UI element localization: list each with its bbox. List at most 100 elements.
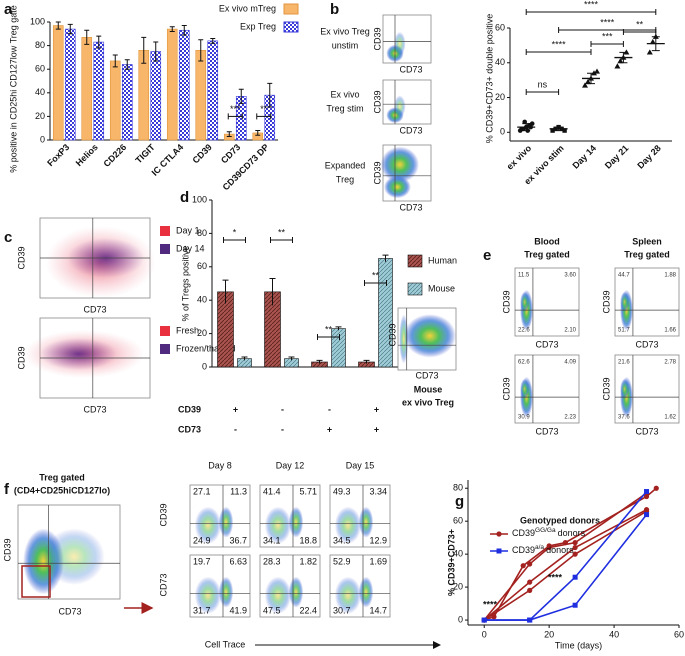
legend-swatch <box>160 326 170 336</box>
flow-density <box>194 506 222 544</box>
quadrant-value: 19.7 <box>193 556 211 566</box>
x-tick-label: Day 28 <box>635 143 663 171</box>
flow-x-label: CD73 <box>535 426 558 436</box>
data-point <box>546 544 552 551</box>
legend-swatch <box>160 244 170 254</box>
quadrant-value: 3.60 <box>564 273 576 279</box>
quadrant-value: 24.9 <box>193 535 211 545</box>
data-point <box>572 602 578 608</box>
quadrant-value: 5.71 <box>299 486 317 496</box>
data-point <box>520 563 526 569</box>
flow-y-label: CD39 <box>372 90 382 113</box>
error-bar <box>587 72 595 85</box>
error-bar <box>55 21 61 30</box>
legend-label: Ex vivo mTreg <box>219 3 276 13</box>
column-title: Treg gated <box>524 249 570 259</box>
quadrant-value: 41.4 <box>263 486 281 496</box>
y-tick-label: 60 <box>495 22 505 32</box>
flow-label: Treg stim <box>326 103 363 113</box>
flow-x-label: CD73 <box>399 125 422 135</box>
error-bar <box>554 126 563 132</box>
sig-label: **** <box>483 599 498 609</box>
sig-label: ** <box>260 104 268 114</box>
row-sign: - <box>281 424 284 434</box>
row-label: CD73 <box>158 573 168 596</box>
row-sign: - <box>328 404 331 414</box>
sig-label: *** <box>602 31 613 41</box>
legend-name: CD39 <box>512 528 535 538</box>
error-bar <box>267 82 273 108</box>
quadrant-value: 21.6 <box>618 360 630 366</box>
legend-tail: donors <box>558 528 586 538</box>
error-bar <box>522 123 531 132</box>
error-bar <box>363 359 370 364</box>
legend-swatch <box>160 226 170 236</box>
data-point <box>572 574 578 580</box>
flow-density <box>218 576 234 608</box>
bar <box>166 28 178 141</box>
flow-x-label: CD73 <box>399 64 422 74</box>
legend-name: CD39 <box>512 545 535 555</box>
quadrant-value: 47.5 <box>263 605 281 615</box>
x-tick-label: TIGIT <box>134 142 158 166</box>
quadrant-value: 2.23 <box>564 415 576 421</box>
data-point <box>522 119 527 125</box>
sig-label: ns <box>538 79 548 89</box>
x-tick-label: CD73 <box>219 142 242 165</box>
quadrant-value: 1.66 <box>664 328 676 334</box>
flow-x-label: CD73 <box>83 304 106 314</box>
column-title: Spleen <box>632 236 662 246</box>
error-bar <box>96 35 102 49</box>
x-tick-label: 60 <box>674 629 684 639</box>
legend-label: Day 14 <box>176 243 205 253</box>
y-axis-label: % positive in CD25hi CD127low Treg gate <box>8 5 18 173</box>
data-point <box>594 68 600 74</box>
quadrant-value: 44.7 <box>618 273 630 279</box>
sig-label: ** <box>278 227 286 237</box>
column-title: Treg gated <box>624 249 670 259</box>
row-label: CD39 <box>158 503 168 526</box>
y-axis-label: % CD39+CD73+ double positive <box>484 14 494 144</box>
quadrant-value: 1.88 <box>664 273 676 279</box>
data-line <box>483 510 647 621</box>
panel-letter: c <box>4 229 12 246</box>
day-label: Day 8 <box>208 460 232 470</box>
data-point <box>644 489 650 495</box>
flow-x-label: CD73 <box>635 339 658 349</box>
flow-x-label: CD73 <box>399 202 422 212</box>
legend-label: CD39GG/Ga donors <box>512 527 586 539</box>
error-bar <box>124 59 130 70</box>
flow-x-label: CD73 <box>83 404 106 414</box>
data-point <box>572 551 578 557</box>
error-bar <box>84 29 90 45</box>
flow-density <box>620 291 630 313</box>
flow-density <box>403 314 456 358</box>
flow-label: Expanded <box>325 160 366 170</box>
sig-label: **** <box>584 0 599 9</box>
legend-swatch <box>407 282 423 296</box>
sig-label: *** <box>230 104 241 114</box>
flow-density <box>358 576 374 608</box>
flow-x-label: CD73 <box>535 339 558 349</box>
legend-label: Frozen/thawed <box>176 343 236 353</box>
quadrant-value: 31.7 <box>193 605 211 615</box>
error-bar <box>255 130 261 136</box>
sig-label: **** <box>548 572 563 582</box>
legend-swatch <box>283 3 299 15</box>
error-bar <box>238 88 244 104</box>
y-tick-label: 40 <box>495 57 505 67</box>
flow-density <box>218 506 234 538</box>
day-label: Day 15 <box>346 460 375 470</box>
data-point <box>527 579 533 585</box>
quadrant-value: 1.82 <box>299 556 317 566</box>
y-tick-label: 80 <box>197 228 207 238</box>
x-tick-label: 20 <box>544 629 554 639</box>
x-tick-label: 40 <box>609 629 619 639</box>
data-point <box>481 617 487 623</box>
error-bar <box>226 131 232 137</box>
legend-swatch <box>160 344 170 354</box>
quadrant-value: 22.6 <box>518 328 530 334</box>
quadrant-value: 62.6 <box>518 360 530 366</box>
